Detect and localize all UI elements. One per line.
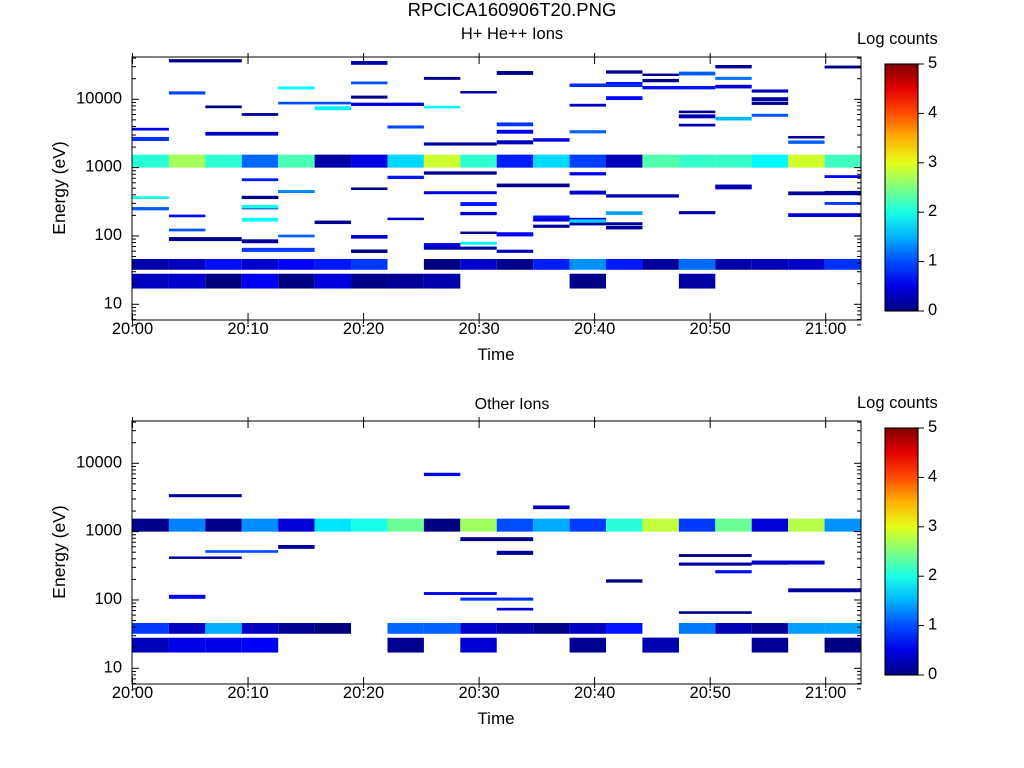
svg-text:20:40: 20:40 <box>574 684 615 702</box>
svg-text:Other Ions: Other Ions <box>475 396 550 413</box>
svg-text:20:50: 20:50 <box>690 320 731 338</box>
svg-text:5: 5 <box>928 418 937 436</box>
svg-text:5: 5 <box>928 54 937 72</box>
svg-text:1000: 1000 <box>85 158 122 176</box>
svg-text:20:00: 20:00 <box>112 320 153 338</box>
svg-text:Time: Time <box>477 345 514 364</box>
svg-text:1: 1 <box>928 252 937 270</box>
svg-text:100: 100 <box>94 226 122 244</box>
svg-text:0: 0 <box>928 301 937 319</box>
svg-text:0: 0 <box>928 665 937 683</box>
svg-text:3: 3 <box>928 153 937 171</box>
svg-text:H+ He++ Ions: H+ He++ Ions <box>461 25 563 43</box>
svg-text:20:20: 20:20 <box>343 684 384 702</box>
svg-text:20:40: 20:40 <box>574 320 615 338</box>
svg-text:100: 100 <box>94 590 122 608</box>
svg-text:21:00: 21:00 <box>805 320 846 338</box>
svg-text:Time: Time <box>477 709 514 728</box>
svg-text:Log counts: Log counts <box>857 30 938 48</box>
svg-text:20:20: 20:20 <box>343 320 384 338</box>
svg-text:2: 2 <box>928 202 937 220</box>
svg-text:20:30: 20:30 <box>458 320 499 338</box>
svg-text:10: 10 <box>104 294 122 312</box>
svg-text:RPCICA160906T20.PNG: RPCICA160906T20.PNG <box>408 0 617 20</box>
svg-text:20:10: 20:10 <box>227 684 268 702</box>
svg-text:4: 4 <box>928 467 937 485</box>
svg-text:3: 3 <box>928 517 937 535</box>
svg-text:20:00: 20:00 <box>112 684 153 702</box>
svg-text:21:00: 21:00 <box>805 684 846 702</box>
svg-text:Energy (eV): Energy (eV) <box>49 141 69 234</box>
svg-text:20:50: 20:50 <box>690 684 731 702</box>
svg-text:20:10: 20:10 <box>227 320 268 338</box>
svg-text:Log counts: Log counts <box>857 394 938 412</box>
svg-text:Energy (eV): Energy (eV) <box>49 505 69 598</box>
svg-text:1: 1 <box>928 616 937 634</box>
svg-text:10000: 10000 <box>76 453 122 471</box>
svg-text:2: 2 <box>928 566 937 584</box>
svg-text:1000: 1000 <box>85 522 122 540</box>
svg-text:4: 4 <box>928 103 937 121</box>
svg-text:10: 10 <box>104 658 122 676</box>
svg-text:10000: 10000 <box>76 89 122 107</box>
svg-text:20:30: 20:30 <box>458 684 499 702</box>
